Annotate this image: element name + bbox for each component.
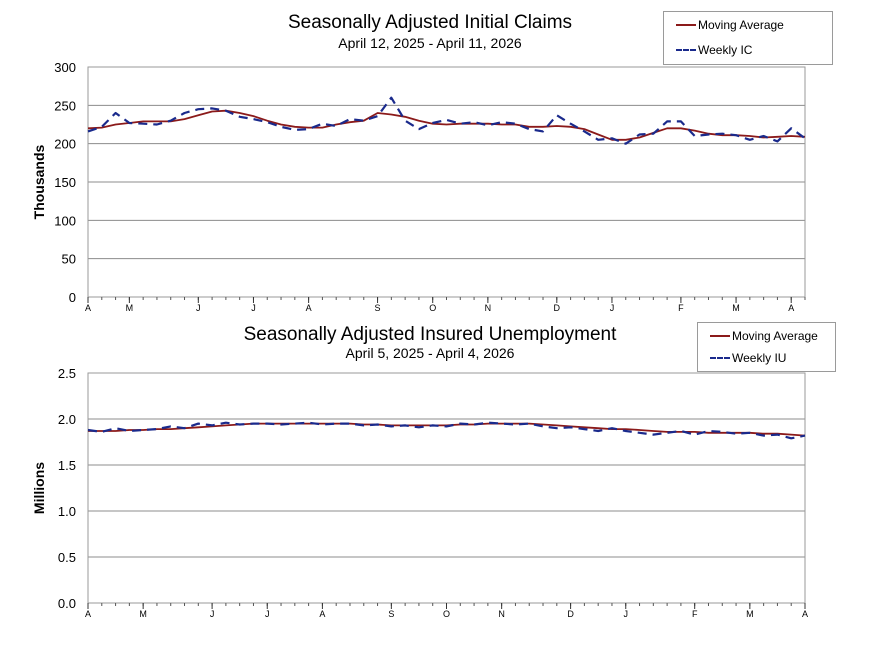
y-tick-label: 50 <box>62 252 76 267</box>
legend-label: Moving Average <box>732 329 818 343</box>
x-tick-label: A <box>306 303 312 313</box>
y-tick-label: 1.0 <box>58 504 76 519</box>
initial-claims-plot: 0 50 100 150 200 250 300 A M J J A S O N D J F M A Thousands <box>31 60 806 313</box>
legend-swatch-solid <box>710 335 730 337</box>
x-tick-label: A <box>802 609 808 619</box>
x-tick-label: F <box>678 303 684 313</box>
chart-title: Seasonally Adjusted Insured Unemployment <box>243 324 617 345</box>
legend-item-weekly-iu: Weekly IU <box>710 350 786 366</box>
y-tick-label: 2.0 <box>58 412 76 427</box>
y-tick-label: 2.5 <box>58 366 76 381</box>
y-tick-label: 0 <box>69 290 76 305</box>
legend-label: Weekly IC <box>698 43 753 57</box>
y-tick-label: 200 <box>54 137 76 152</box>
x-tick-label: A <box>788 303 794 313</box>
x-tick-label: O <box>443 609 450 619</box>
x-tick-label: A <box>319 609 325 619</box>
x-tick-label: N <box>485 303 492 313</box>
legend-label: Moving Average <box>698 18 784 32</box>
y-tick-label: 250 <box>54 98 76 113</box>
x-tick-label: D <box>567 609 574 619</box>
x-tick-label: N <box>498 609 505 619</box>
x-tick-label: A <box>85 303 91 313</box>
x-tick-label: J <box>265 609 270 619</box>
x-tick-label: M <box>732 303 740 313</box>
legend: Moving Average Weekly IU <box>697 322 836 372</box>
x-tick-label: D <box>554 303 561 313</box>
x-tick-label: S <box>375 303 381 313</box>
legend: Moving Average Weekly IC <box>663 11 833 65</box>
x-tick-label: O <box>429 303 436 313</box>
x-tick-label: J <box>210 609 215 619</box>
y-tick-label: 100 <box>54 213 76 228</box>
x-tick-label: S <box>388 609 394 619</box>
legend-swatch-dashed <box>676 49 696 51</box>
legend-item-weekly-ic: Weekly IC <box>676 42 752 58</box>
series-line-weekly-iu <box>87 421 806 440</box>
y-tick-label: 0.0 <box>58 596 76 611</box>
legend-swatch-dashed <box>710 357 730 359</box>
x-tick-label: M <box>746 609 754 619</box>
insured-unemployment-plot: 0.0 0.5 1.0 1.5 2.0 2.5 A M J J A S O N D J F M A Millions <box>31 366 808 619</box>
insured-unemployment-chart: Seasonally Adjusted Insured Unemployment… <box>0 318 869 660</box>
x-tick-label: J <box>251 303 256 313</box>
x-tick-label: A <box>85 609 91 619</box>
x-tick-label: J <box>196 303 201 313</box>
series-line-moving-average <box>87 109 806 141</box>
legend-label: Weekly IU <box>732 351 787 365</box>
series-line-weekly-ic <box>87 96 806 145</box>
y-tick-label: 150 <box>54 175 76 190</box>
x-tick-label: J <box>610 303 615 313</box>
legend-swatch-solid <box>676 24 696 26</box>
y-tick-label: 0.5 <box>58 550 76 565</box>
y-axis-label: Thousands <box>31 144 47 219</box>
x-tick-label: M <box>139 609 147 619</box>
y-tick-label: 300 <box>54 60 76 75</box>
legend-item-moving-average: Moving Average <box>710 328 818 344</box>
x-tick-label: F <box>692 609 698 619</box>
x-tick-label: J <box>624 609 629 619</box>
chart-title: Seasonally Adjusted Initial Claims <box>287 12 573 33</box>
y-tick-label: 1.5 <box>58 458 76 473</box>
y-axis-label: Millions <box>31 462 47 514</box>
chart-subtitle: April 12, 2025 - April 11, 2026 <box>338 35 522 51</box>
chart-subtitle: April 5, 2025 - April 4, 2026 <box>345 345 515 361</box>
legend-item-moving-average: Moving Average <box>676 17 784 33</box>
initial-claims-chart: Seasonally Adjusted Initial Claims April… <box>0 0 869 318</box>
x-tick-label: M <box>126 303 134 313</box>
plot-frame <box>87 372 806 604</box>
